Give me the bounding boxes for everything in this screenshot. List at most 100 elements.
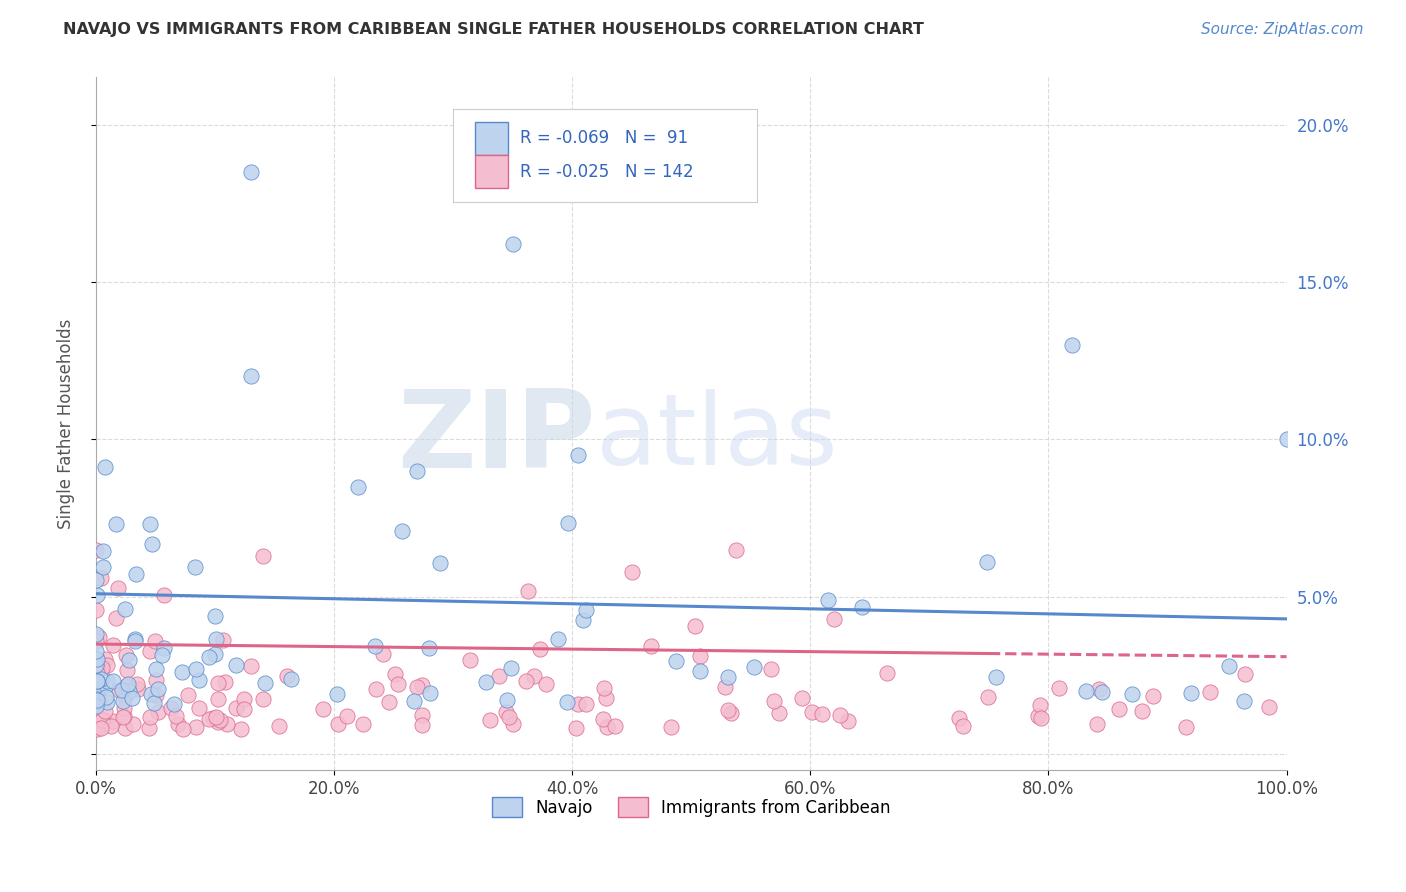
Point: [86, 673, 108, 688]
Point: [404, 694, 426, 708]
Point: [603, 719, 626, 733]
Point: [87, 692, 110, 706]
Text: R = -0.069   N =  91: R = -0.069 N = 91: [520, 129, 688, 147]
Point: [84, 657, 107, 672]
Text: R = -0.025   N = 142: R = -0.025 N = 142: [520, 162, 693, 180]
Point: [143, 696, 166, 710]
Point: [1091, 685, 1114, 699]
Point: [160, 700, 183, 714]
Point: [84, 643, 107, 657]
Point: [384, 666, 406, 681]
Point: [253, 676, 276, 690]
Point: [148, 681, 170, 696]
Point: [515, 674, 537, 689]
Point: [100, 719, 122, 733]
Point: [84, 698, 107, 713]
Point: [86, 588, 108, 602]
Point: [1218, 659, 1240, 673]
Point: [145, 673, 167, 687]
Point: [139, 687, 162, 701]
Point: [163, 697, 186, 711]
Point: [233, 702, 256, 716]
Point: [115, 648, 138, 663]
Point: [1142, 690, 1164, 704]
Point: [1074, 683, 1097, 698]
Point: [717, 703, 740, 717]
Point: [1234, 667, 1257, 681]
Point: [742, 660, 765, 674]
Point: [86, 693, 108, 707]
Point: [406, 680, 429, 694]
Text: Source: ZipAtlas.com: Source: ZipAtlas.com: [1201, 22, 1364, 37]
Point: [115, 679, 138, 693]
Point: [714, 680, 737, 694]
Point: [411, 718, 433, 732]
Point: [876, 665, 898, 680]
Point: [229, 722, 252, 736]
Point: [547, 632, 569, 647]
Point: [326, 717, 349, 731]
Point: [111, 683, 134, 698]
Point: [184, 560, 207, 574]
Point: [91, 544, 114, 558]
Point: [86, 674, 108, 689]
Point: [172, 722, 194, 736]
Point: [280, 672, 302, 686]
Point: [724, 542, 747, 557]
Point: [665, 654, 688, 668]
Point: [592, 712, 614, 726]
Point: [1258, 700, 1281, 714]
Point: [146, 705, 169, 719]
Point: [112, 694, 135, 708]
Point: [124, 632, 146, 646]
Point: [91, 559, 114, 574]
Point: [620, 565, 643, 579]
Point: [276, 669, 298, 683]
Point: [498, 709, 520, 723]
Point: [952, 719, 974, 733]
Point: [89, 630, 111, 644]
Point: [499, 661, 522, 675]
FancyBboxPatch shape: [453, 109, 756, 202]
Point: [1275, 433, 1298, 447]
Point: [86, 652, 108, 666]
Point: [145, 688, 167, 702]
Point: [1130, 704, 1153, 718]
Point: [593, 681, 616, 695]
Point: [523, 668, 546, 682]
Point: [86, 717, 108, 731]
Point: [1233, 694, 1256, 708]
Point: [364, 640, 387, 654]
Point: [252, 691, 274, 706]
Point: [167, 717, 190, 731]
Point: [84, 627, 107, 641]
Point: [212, 633, 235, 648]
Bar: [475, 122, 508, 155]
Point: [762, 694, 785, 708]
Point: [112, 701, 135, 715]
Point: [347, 480, 370, 494]
Point: [475, 675, 498, 690]
Point: [209, 714, 232, 728]
Point: [948, 711, 970, 725]
Point: [1049, 681, 1071, 695]
Point: [214, 674, 236, 689]
Point: [225, 658, 247, 673]
Point: [184, 720, 207, 734]
Point: [851, 600, 873, 615]
Point: [683, 619, 706, 633]
Point: [984, 670, 1007, 684]
Point: [127, 677, 149, 691]
Point: [138, 721, 160, 735]
Point: [536, 677, 558, 691]
Point: [103, 714, 125, 729]
Point: [121, 717, 143, 731]
Point: [90, 657, 112, 672]
Point: [90, 661, 112, 675]
Point: [84, 691, 107, 706]
Point: [252, 549, 274, 563]
Point: [86, 688, 108, 702]
Text: NAVAJO VS IMMIGRANTS FROM CARIBBEAN SINGLE FATHER HOUSEHOLDS CORRELATION CHART: NAVAJO VS IMMIGRANTS FROM CARIBBEAN SING…: [63, 22, 924, 37]
Point: [141, 537, 163, 551]
Point: [207, 676, 229, 690]
